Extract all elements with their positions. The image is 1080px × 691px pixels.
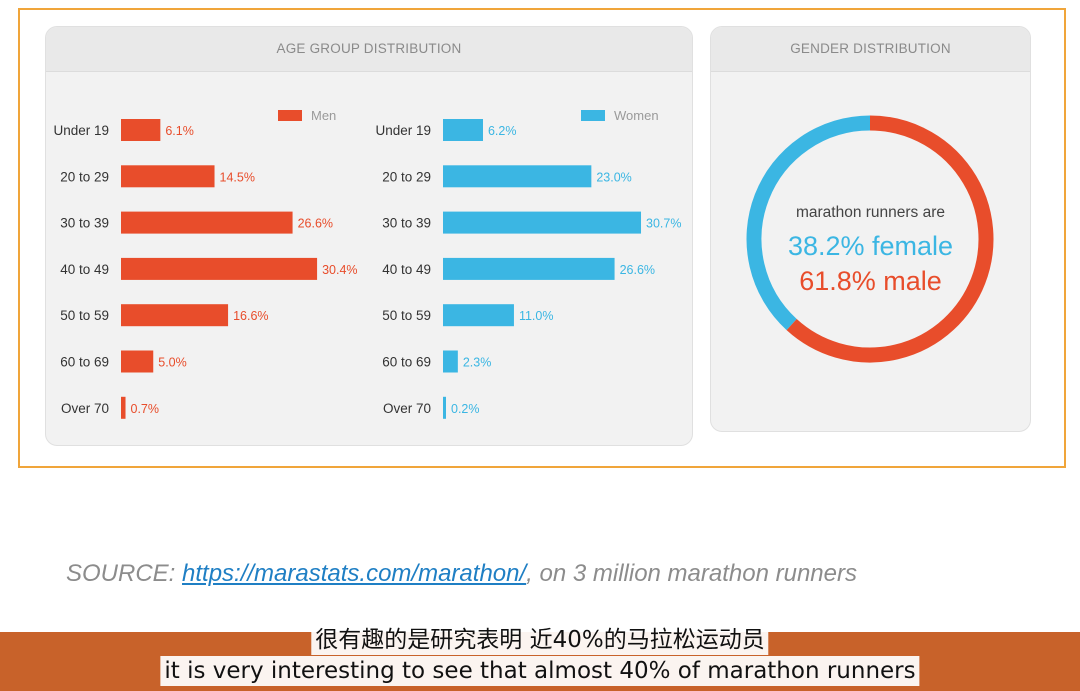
value-label: 23.0% (596, 170, 631, 184)
bar-women (443, 119, 483, 141)
bar-women (443, 396, 446, 419)
value-label: 6.1% (165, 124, 194, 138)
legend-label-men: Men (311, 108, 336, 123)
bar-men (121, 304, 229, 327)
category-label: 20 to 29 (382, 169, 431, 184)
subtitle-english: it is very interesting to see that almos… (160, 656, 920, 686)
value-label: 6.2% (488, 124, 517, 138)
value-label: 2.3% (463, 356, 492, 370)
age-group-chart: Men Under 19 6.1% 20 to 29 14.5% 30 to 39 26.6… (53, 108, 681, 419)
category-label: 60 to 69 (60, 355, 109, 370)
category-label: 20 to 29 (60, 169, 109, 184)
bar-women (443, 211, 642, 234)
category-label: 50 to 59 (60, 308, 109, 323)
age-group-title: AGE GROUP DISTRIBUTION (46, 27, 692, 72)
category-label: Under 19 (375, 123, 431, 138)
value-label: 30.7% (646, 217, 681, 231)
value-label: 0.2% (451, 402, 480, 416)
gender-card: GENDER DISTRIBUTION marathon runners are… (710, 26, 1031, 432)
legend-label-women: Women (614, 108, 659, 123)
value-label: 0.7% (131, 402, 160, 416)
value-label: 26.6% (620, 263, 655, 277)
category-label: 60 to 69 (382, 355, 431, 370)
category-label: Over 70 (383, 401, 431, 416)
donut-male-text: 61.8% male (799, 266, 942, 296)
value-label: 5.0% (158, 356, 187, 370)
legend-swatch-women (581, 110, 605, 121)
bar-men (121, 165, 215, 188)
gender-donut-chart (746, 115, 994, 363)
donut-female-text: 38.2% female (787, 231, 954, 261)
subtitle-chinese: 很有趣的是研究表明 近40%的马拉松运动员 (311, 625, 769, 655)
source-prefix: SOURCE: (66, 560, 183, 587)
age-group-card: AGE GROUP DISTRIBUTION Men Under 19 6.1% 20… (45, 26, 693, 446)
bar-men (121, 211, 293, 234)
gender-title: GENDER DISTRIBUTION (711, 27, 1030, 72)
bar-women (443, 350, 458, 373)
bar-women (443, 257, 615, 280)
category-label: 50 to 59 (382, 308, 431, 323)
category-label: Under 19 (53, 123, 109, 138)
bar-men (121, 257, 318, 280)
category-label: 40 to 49 (382, 262, 431, 277)
source-suffix: , on 3 million marathon runners (526, 560, 857, 587)
category-label: 30 to 39 (382, 216, 431, 231)
bar-men (121, 119, 161, 141)
bar-men (121, 396, 126, 419)
infographic-frame (18, 8, 1066, 468)
legend-swatch-men (278, 110, 302, 121)
donut-slice-female (746, 115, 871, 331)
bar-men (121, 350, 154, 373)
value-label: 14.5% (220, 170, 255, 184)
donut-slice-male (786, 115, 994, 363)
bar-women (443, 304, 514, 327)
value-label: 11.0% (519, 309, 554, 323)
source-line: SOURCE: https://marastats.com/marathon/,… (66, 560, 857, 588)
category-label: 30 to 39 (60, 216, 109, 231)
value-label: 26.6% (298, 217, 333, 231)
value-label: 16.6% (233, 309, 268, 323)
source-link[interactable]: https://marastats.com/marathon/ (182, 560, 527, 587)
bar-women (443, 165, 592, 188)
category-label: Over 70 (61, 401, 109, 416)
value-label: 30.4% (322, 263, 357, 277)
category-label: 40 to 49 (60, 262, 109, 277)
donut-caption: marathon runners are (795, 204, 946, 221)
